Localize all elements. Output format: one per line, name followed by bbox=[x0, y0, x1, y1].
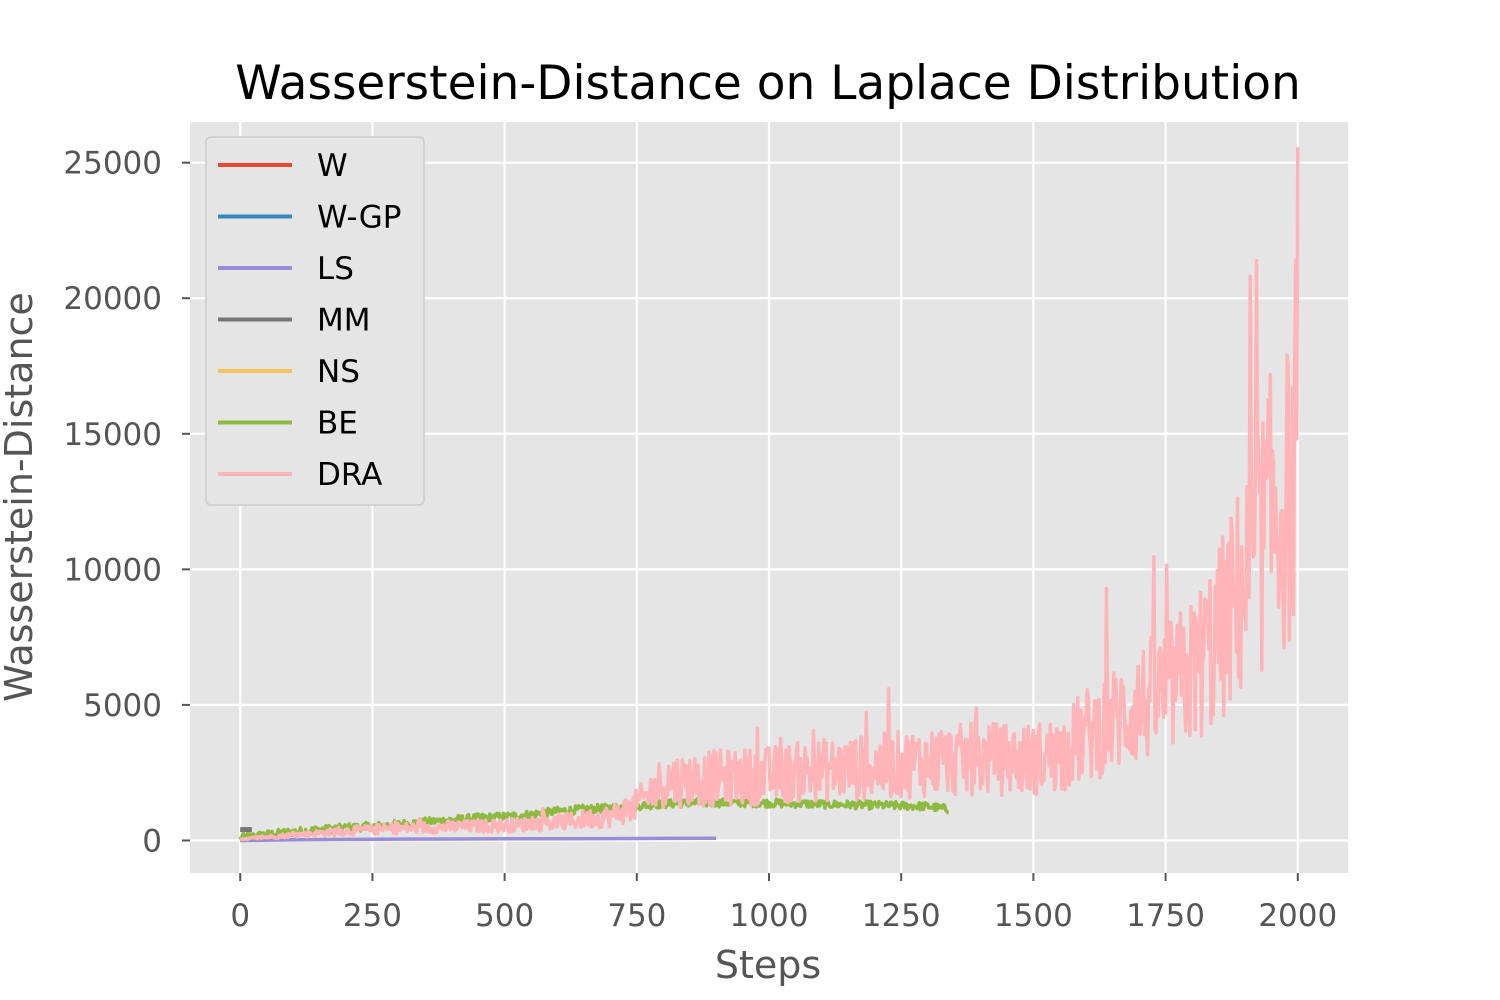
y-tick-label: 15000 bbox=[63, 417, 162, 453]
legend-box bbox=[205, 136, 425, 506]
x-tick-label: 1250 bbox=[862, 898, 941, 934]
y-tick-label: 25000 bbox=[63, 146, 162, 182]
legend-label: MM bbox=[317, 303, 371, 339]
legend: W W-GP LS MM NS BE DRA bbox=[205, 136, 425, 506]
legend-label: W-GP bbox=[317, 200, 401, 236]
y-tick-label: 0 bbox=[142, 823, 162, 859]
y-tick-label: 20000 bbox=[63, 281, 162, 317]
chart-title: Wasserstein-Distance on Laplace Distribu… bbox=[235, 56, 1301, 111]
x-tick-label: 500 bbox=[475, 898, 534, 934]
legend-label: NS bbox=[317, 354, 360, 390]
x-tick-label: 0 bbox=[230, 898, 250, 934]
series-line-dra bbox=[239, 147, 1300, 842]
x-tick-label: 2000 bbox=[1258, 898, 1337, 934]
y-axis-ticks: 0 5000 10000 15000 20000 25000 bbox=[63, 146, 190, 859]
y-tick-label: 10000 bbox=[63, 552, 162, 588]
legend-label: W bbox=[317, 148, 348, 184]
y-tick-label: 5000 bbox=[83, 688, 162, 724]
x-axis-ticks: 0 250 500 750 1000 1250 1500 1750 2000 bbox=[230, 873, 1337, 934]
legend-label: BE bbox=[317, 406, 358, 442]
x-axis-label: Steps bbox=[715, 943, 821, 987]
series-line-ls bbox=[240, 836, 717, 843]
legend-label: DRA bbox=[317, 457, 382, 493]
x-tick-label: 250 bbox=[343, 898, 402, 934]
legend-label: LS bbox=[317, 251, 354, 287]
x-tick-label: 1750 bbox=[1126, 898, 1205, 934]
x-tick-label: 1500 bbox=[994, 898, 1073, 934]
x-tick-label: 750 bbox=[607, 898, 666, 934]
x-tick-label: 1000 bbox=[730, 898, 809, 934]
series-lines bbox=[238, 147, 1300, 843]
y-axis-label: Wasserstein-Distance bbox=[0, 292, 41, 702]
